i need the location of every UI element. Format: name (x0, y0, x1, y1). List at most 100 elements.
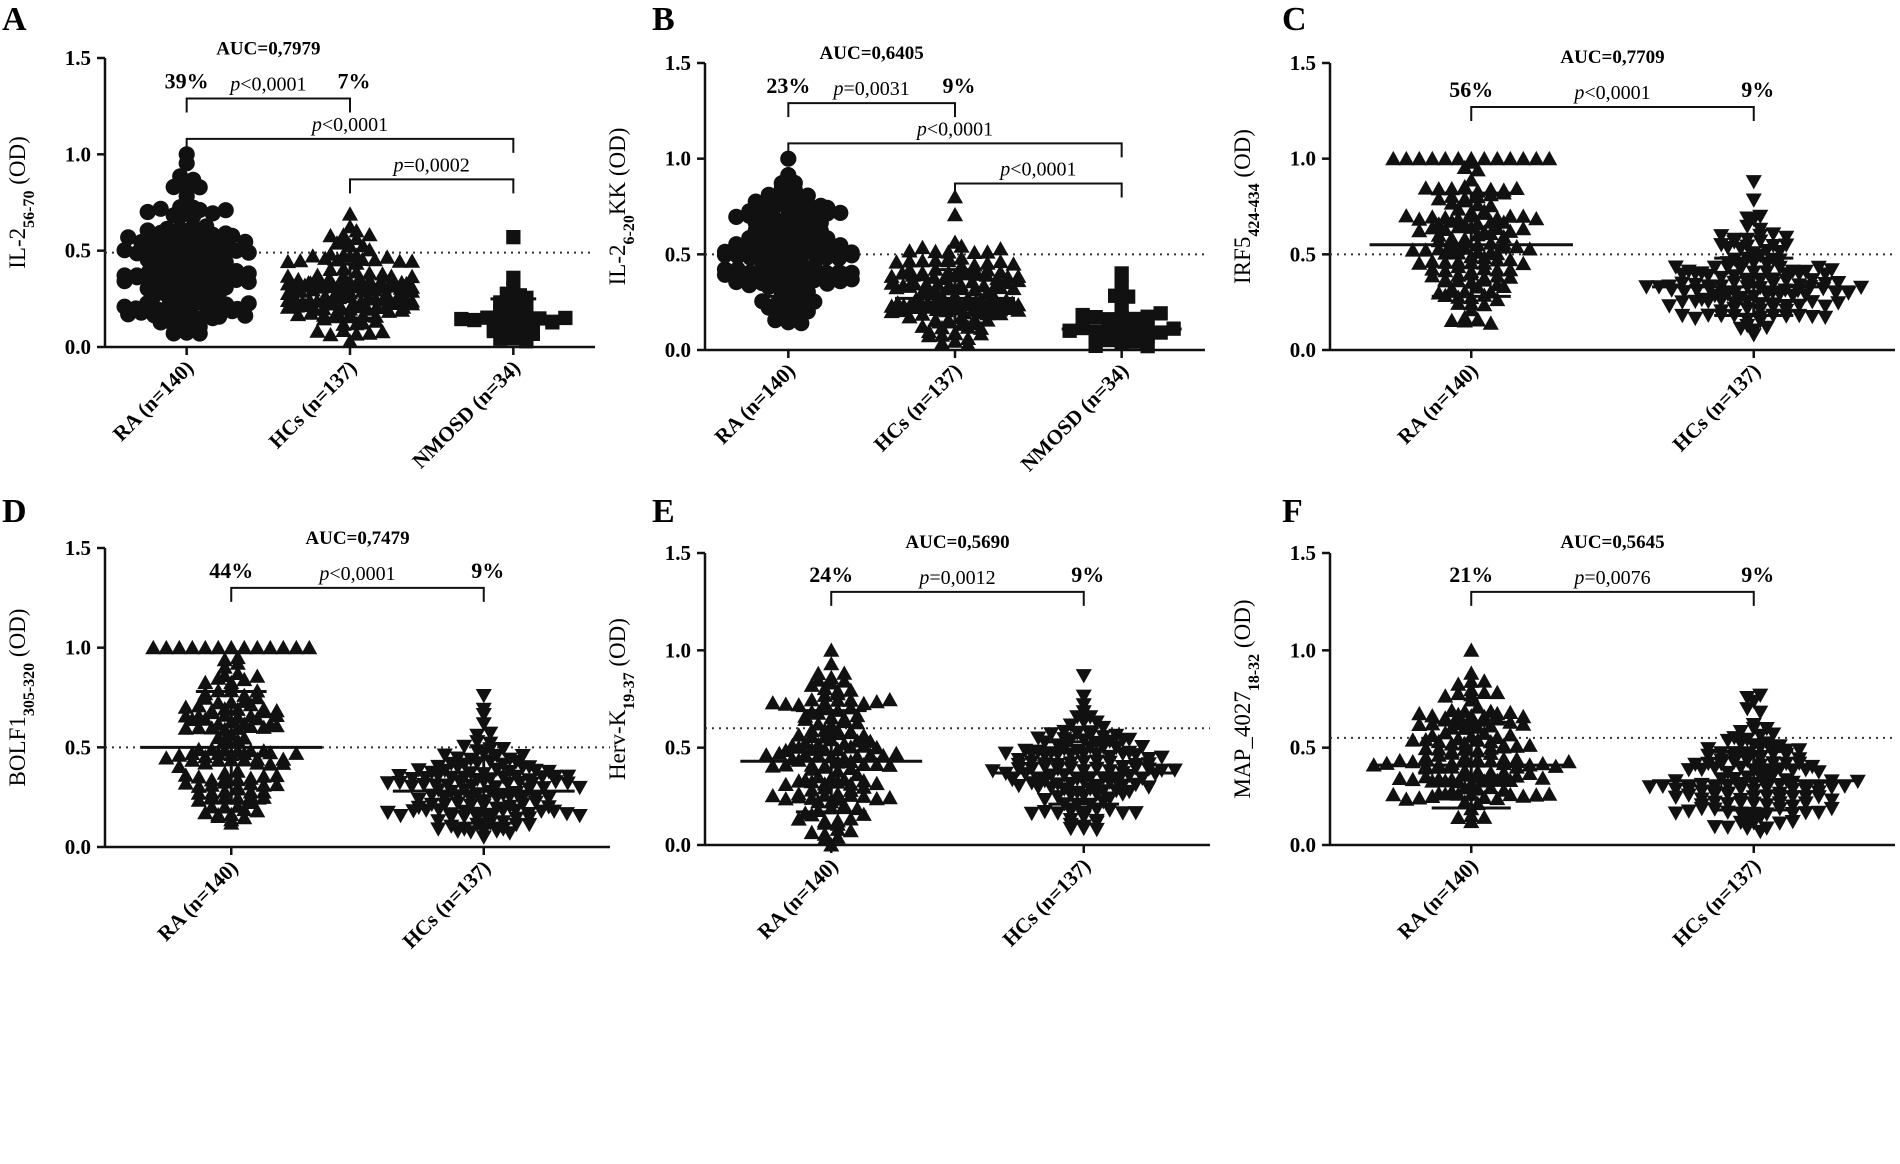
panel-letter: A (2, 1, 27, 38)
data-point (1784, 264, 1801, 279)
data-point (1101, 312, 1116, 327)
auc-label: AUC=0,7979 (216, 38, 320, 59)
data-point (559, 776, 576, 791)
data-point (1674, 308, 1691, 324)
data-point (1495, 782, 1512, 797)
p-symbol: p (915, 118, 927, 140)
data-point (1502, 269, 1519, 284)
data-point (895, 277, 912, 292)
data-point (322, 327, 339, 342)
data-point (1443, 720, 1460, 735)
p-value-label: p<0,0001 (228, 73, 306, 95)
data-point (780, 167, 797, 184)
data-point (810, 716, 827, 731)
data-point (1745, 175, 1762, 190)
data-point (521, 773, 538, 788)
data-point (430, 814, 447, 829)
data-point (1095, 730, 1112, 745)
panel-letter: D (2, 493, 27, 530)
data-point (1443, 280, 1460, 296)
data-point (348, 230, 365, 246)
percent-positive-label: 56% (1449, 77, 1493, 102)
data-point (816, 695, 833, 710)
data-point (482, 726, 499, 741)
data-point (1075, 819, 1092, 834)
data-point (203, 785, 220, 800)
y-axis-label: IL-256-70 (OD) (5, 136, 38, 269)
data-point (829, 813, 846, 828)
category-label: HCs (n=137) (1668, 359, 1766, 457)
data-point (1823, 801, 1840, 817)
data-point (1030, 744, 1047, 759)
data-point (1140, 752, 1157, 767)
data-point (1114, 266, 1129, 281)
data-point (764, 695, 781, 710)
data-point (1502, 251, 1519, 267)
y-axis-label-main: MAP_4027 (1230, 691, 1255, 798)
data-point (482, 807, 499, 823)
data-point (849, 748, 866, 763)
data-point (178, 146, 195, 163)
significance-bracket (787, 142, 1123, 158)
data-point (404, 253, 421, 268)
y-tick-label: 0.0 (65, 835, 91, 859)
data-point (1502, 727, 1519, 742)
data-point (816, 758, 833, 773)
data-point (1127, 806, 1144, 821)
data-point (216, 667, 233, 683)
data-point (1010, 297, 1027, 312)
y-tick-label: 1.0 (665, 147, 691, 171)
data-point (1082, 725, 1099, 740)
y-axis-label: IRF5424-434 (OD) (1230, 129, 1263, 284)
data-point (1450, 253, 1467, 269)
p-symbol: p (392, 154, 404, 176)
data-point (1489, 262, 1506, 277)
data-point (177, 767, 194, 782)
data-point (197, 685, 214, 701)
data-point (1784, 763, 1801, 778)
data-point (430, 822, 447, 837)
data-point (803, 824, 820, 840)
data-point (1680, 780, 1697, 795)
data-point (832, 204, 849, 221)
percent-positive-label: 21% (1449, 562, 1493, 587)
data-point (1541, 150, 1558, 166)
data-point (1153, 306, 1168, 321)
data-point (1108, 728, 1125, 744)
data-point (830, 264, 848, 281)
data-point (760, 186, 777, 203)
data-point (1456, 794, 1473, 809)
data-point (1764, 285, 1781, 300)
data-point (1726, 286, 1743, 301)
data-point (520, 807, 537, 822)
data-point (979, 244, 996, 259)
panel-letter: F (1282, 493, 1303, 530)
y-axis-label-unit: KK (OD) (605, 128, 630, 216)
data-point (1450, 676, 1467, 691)
data-point (1836, 779, 1853, 794)
data-point (1489, 729, 1506, 744)
data-point (190, 778, 207, 793)
data-point (1030, 772, 1047, 787)
y-tick-label: 1.0 (665, 638, 691, 662)
data-point (322, 261, 339, 276)
data-point (1482, 214, 1499, 229)
percent-positive-label: 9% (943, 73, 976, 98)
data-point (1075, 705, 1092, 720)
data-point (1713, 270, 1730, 286)
data-point (1095, 771, 1112, 786)
panel-A: A 0.0 0.5 1.0 1.5 IL-256-70 (OD) RA (n=140) HCs… (2, 1, 595, 473)
data-point (404, 293, 421, 308)
data-point (495, 742, 512, 757)
p-symbol: p (1572, 82, 1584, 104)
data-point (172, 168, 189, 185)
data-point (1430, 191, 1447, 206)
data-point (288, 745, 305, 760)
data-point (1417, 749, 1434, 764)
data-point (1810, 779, 1827, 795)
data-point (1437, 254, 1454, 269)
data-point (1817, 310, 1834, 325)
data-point (855, 695, 872, 711)
data-point (1437, 150, 1454, 166)
data-point (1443, 783, 1460, 799)
